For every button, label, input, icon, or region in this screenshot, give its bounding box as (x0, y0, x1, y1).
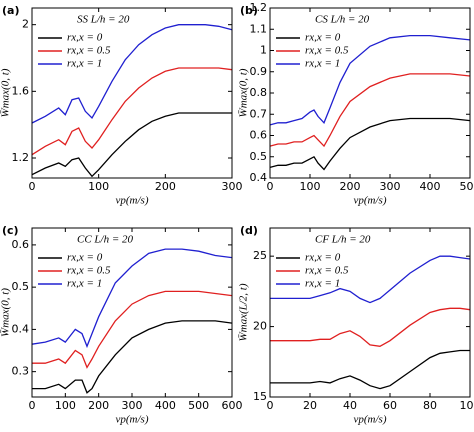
panel-title: CC L/h = 20 (77, 234, 134, 246)
legend-label: rx,x = 0.5 (305, 45, 349, 57)
x-tick-label: 300 (380, 180, 401, 193)
x-tick-label: 100 (300, 180, 321, 193)
series-line (270, 307, 471, 347)
x-tick-label: 40 (343, 399, 357, 412)
panel-label: (b) (240, 4, 258, 17)
y-tick-label: 25 (253, 249, 267, 262)
legend-label: rx,x = 0.5 (305, 265, 349, 277)
y-tick-label: 0.6 (250, 129, 268, 142)
x-tick-label: 100 (88, 180, 109, 193)
x-tick-label: 0 (29, 180, 36, 193)
x-tick-label: 600 (222, 399, 243, 412)
legend-label: rx,x = 1 (305, 58, 340, 70)
panel-title: SS L/h = 20 (77, 14, 130, 26)
series-line (32, 320, 233, 394)
y-tick-label: 1.1 (250, 22, 268, 35)
x-tick-label: 0 (267, 180, 274, 193)
x-tick-label: 20 (303, 399, 317, 412)
legend-label: rx,x = 0 (67, 32, 103, 44)
x-tick-label: 80 (423, 399, 437, 412)
x-tick-label: 300 (122, 399, 143, 412)
x-axis-label: vp(m/s) (116, 195, 149, 207)
legend-label: rx,x = 0.5 (67, 265, 111, 277)
x-axis-label: vp(m/s) (354, 414, 387, 426)
x-tick-label: 100 (460, 399, 474, 412)
x-tick-label: 60 (383, 399, 397, 412)
y-tick-label: 2 (22, 18, 29, 31)
x-axis-label: vp(m/s) (354, 195, 387, 207)
x-tick-label: 500 (188, 399, 209, 412)
x-tick-label: 200 (88, 399, 109, 412)
x-tick-label: 200 (340, 180, 361, 193)
legend-label: rx,x = 0 (305, 252, 341, 264)
legend-label: rx,x = 1 (67, 58, 102, 70)
x-tick-label: 500 (460, 180, 474, 193)
y-tick-label: 15 (253, 390, 267, 403)
y-tick-label: 0.5 (12, 280, 30, 293)
x-tick-label: 0 (29, 399, 36, 412)
legend-label: rx,x = 0 (67, 252, 103, 264)
series-line (270, 349, 470, 390)
plot-frame (269, 227, 471, 398)
series-line (269, 34, 471, 126)
y-tick-label: 0.4 (250, 171, 268, 184)
plot-frame (31, 7, 233, 179)
legend-label: rx,x = 1 (305, 278, 340, 290)
series-line (269, 73, 471, 148)
legend-label: rx,x = 0.5 (67, 45, 111, 57)
x-tick-label: 400 (155, 399, 176, 412)
y-tick-label: 1.2 (250, 1, 268, 14)
series-line (31, 67, 233, 156)
series-line (270, 255, 471, 304)
y-axis-label: W̄max(0, t) (0, 68, 12, 117)
x-axis-label: vp(m/s) (116, 414, 149, 426)
plot-frame (269, 7, 471, 179)
legend-label: rx,x = 0 (305, 32, 341, 44)
y-tick-label: 0.5 (250, 150, 268, 163)
y-tick-label: 1.2 (12, 151, 30, 164)
y-tick-label: 0.8 (250, 86, 268, 99)
y-axis-label: W̄max(L/2, t) (238, 283, 250, 341)
y-axis-label: W̄max(0, t) (238, 68, 250, 117)
y-tick-label: 0.3 (12, 365, 30, 378)
legend-label: rx,x = 1 (67, 278, 102, 290)
series-line (32, 290, 233, 369)
series-line (31, 112, 232, 178)
series-line (269, 117, 471, 171)
x-tick-label: 400 (420, 180, 441, 193)
series-line (31, 248, 233, 349)
panel-label: (c) (2, 224, 19, 237)
y-tick-label: 0.7 (250, 107, 268, 120)
x-tick-label: 0 (267, 399, 274, 412)
x-tick-label: 100 (55, 399, 76, 412)
y-tick-label: 0.4 (12, 322, 30, 335)
panel-label: (d) (240, 224, 258, 237)
panel-label: (a) (2, 4, 19, 17)
y-tick-label: 1.6 (12, 84, 30, 97)
x-tick-label: 300 (222, 180, 243, 193)
y-tick-label: 0.6 (12, 238, 30, 251)
x-tick-label: 200 (155, 180, 176, 193)
y-tick-label: 1 (260, 44, 267, 57)
plot-frame (31, 227, 233, 398)
panel-title: CS L/h = 20 (315, 14, 370, 26)
y-tick-label: 0.9 (250, 65, 268, 78)
y-axis-label: W̄max(0, t) (0, 288, 12, 337)
y-tick-label: 20 (253, 320, 267, 333)
series-line (31, 24, 233, 124)
panel-title: CF L/h = 20 (315, 234, 371, 246)
